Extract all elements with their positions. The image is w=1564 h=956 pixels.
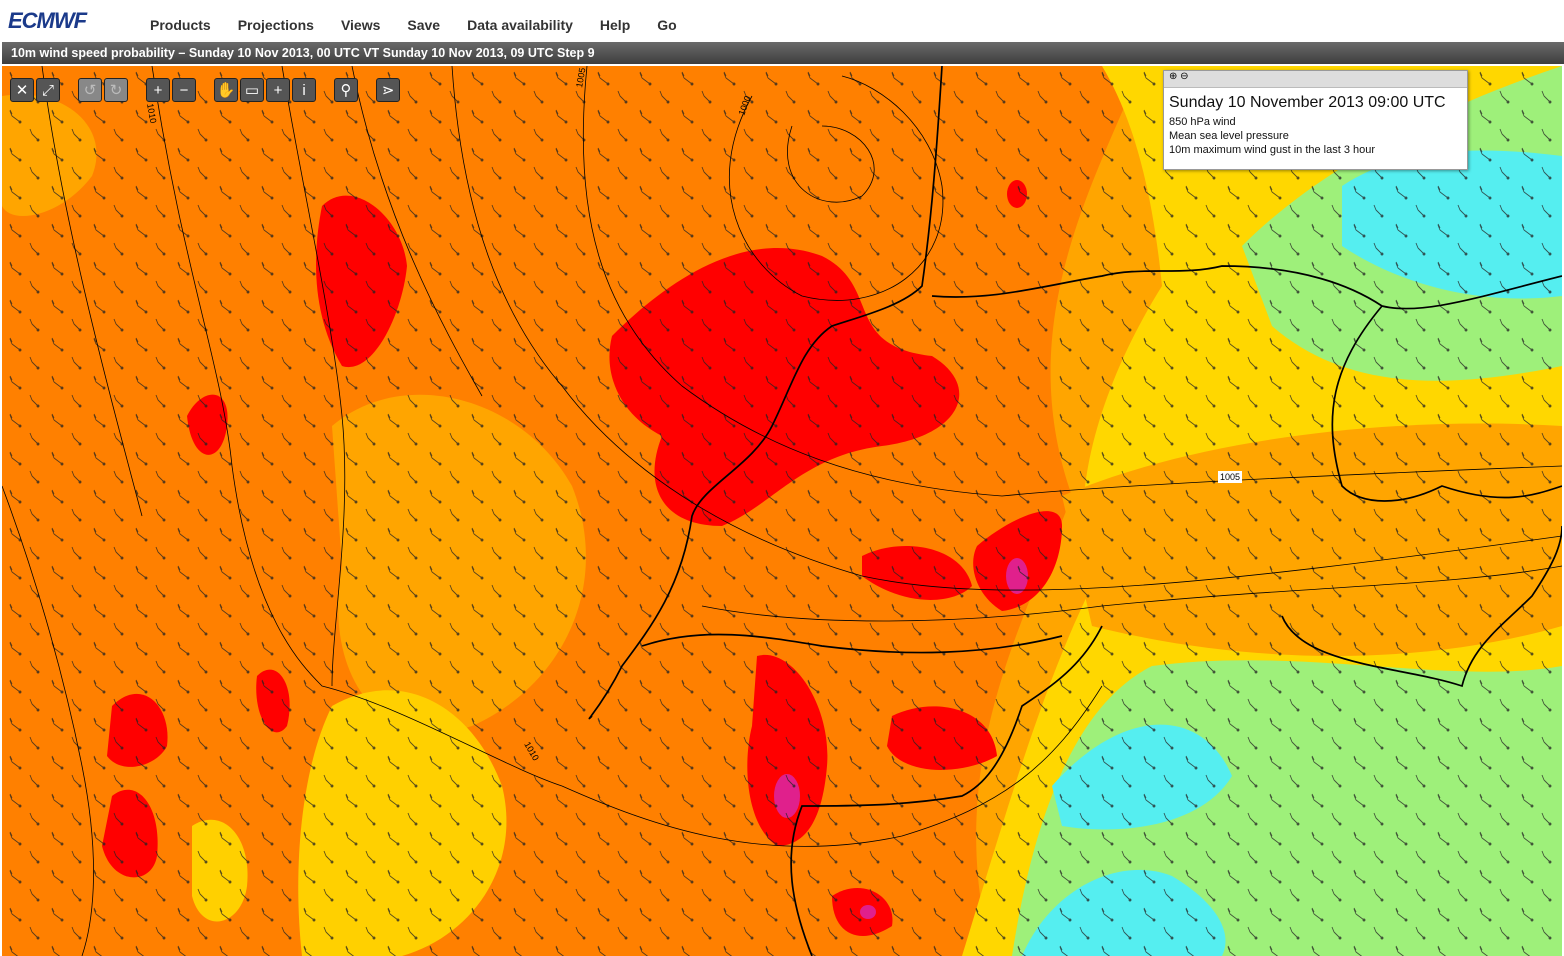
location-tool[interactable]: ⚲ (334, 78, 358, 102)
pan-tool[interactable]: ✋ (214, 78, 238, 102)
section-tool[interactable]: ⋗ (376, 78, 400, 102)
fullscreen-tool[interactable]: ⤢ (36, 78, 60, 102)
box-tool[interactable]: ▭ (240, 78, 264, 102)
legend-layer: 10m maximum wind gust in the last 3 hour (1169, 144, 1376, 156)
toolbar: ✕ ⤢ ↺ ↻ + − ✋ ▭ + i ⚲ ⋗ (10, 78, 402, 102)
wind-barbs (2, 66, 1562, 956)
legend-layer: Mean sea level pressure (1169, 130, 1289, 142)
legend-panel: ⊕ ⊖ Sunday 10 November 2013 09:00 UTC 85… (1163, 70, 1468, 170)
title-bar: 10m wind speed probability – Sunday 10 N… (2, 42, 1564, 64)
zoom-in-tool[interactable]: + (146, 78, 170, 102)
menu-item[interactable]: Go (657, 17, 677, 33)
redo-tool[interactable]: ↻ (104, 78, 128, 102)
isobars (2, 66, 1562, 956)
menu-item[interactable]: Data availability (467, 17, 573, 33)
contour-label: 1010 (145, 103, 158, 124)
menu-item[interactable]: Views (340, 17, 381, 33)
menu-item[interactable]: Save (407, 17, 441, 33)
info-tool[interactable]: i (292, 78, 316, 102)
header: ECMWF Products Projections Views Save Da… (0, 0, 1564, 42)
undo-tool[interactable]: ↺ (78, 78, 102, 102)
contour-label: 1005 (1220, 472, 1240, 482)
contour-label-bg (1218, 471, 1242, 483)
close-tool[interactable]: ✕ (10, 78, 34, 102)
map[interactable]: 1010 1005 1000 1005 1010 (2, 66, 1562, 956)
coastline (588, 66, 1562, 956)
menu-item[interactable]: Projections (237, 17, 314, 33)
contour-label: 1005 (574, 67, 587, 88)
zoom-out-tool[interactable]: − (172, 78, 196, 102)
legend-header: ⊕ ⊖ (1164, 71, 1467, 88)
menu-item[interactable]: Help (599, 17, 631, 33)
legend-title: Sunday 10 November 2013 09:00 UTC (1169, 94, 1446, 111)
legend-layer: 850 hPa wind (1169, 116, 1236, 128)
logo[interactable]: ECMWF (8, 8, 87, 33)
point-tool[interactable]: + (266, 78, 290, 102)
menu: Products Projections Views Save Data ava… (150, 17, 704, 33)
menu-item[interactable]: Products (150, 17, 211, 33)
